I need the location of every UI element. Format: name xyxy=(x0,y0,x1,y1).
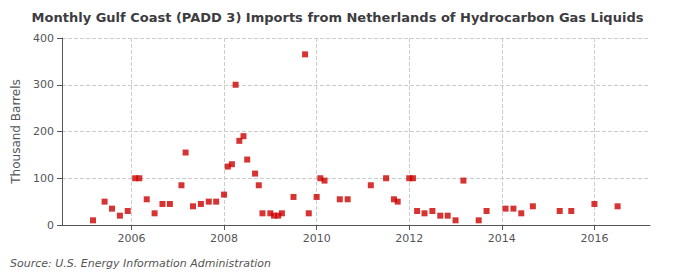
svg-text:2014: 2014 xyxy=(488,232,516,245)
svg-text:2012: 2012 xyxy=(395,232,423,245)
svg-text:2006: 2006 xyxy=(117,232,145,245)
svg-text:200: 200 xyxy=(33,125,54,138)
svg-text:0: 0 xyxy=(47,219,54,232)
svg-text:300: 300 xyxy=(33,78,54,91)
svg-text:2016: 2016 xyxy=(580,232,608,245)
svg-text:Monthly Gulf Coast (PADD 3) Im: Monthly Gulf Coast (PADD 3) Imports from… xyxy=(32,10,644,25)
svg-text:Source: U.S. Energy Informatio: Source: U.S. Energy Information Administ… xyxy=(10,257,271,270)
svg-text:2010: 2010 xyxy=(303,232,331,245)
svg-text:100: 100 xyxy=(33,172,54,185)
svg-text:Thousand Barrels: Thousand Barrels xyxy=(9,79,23,184)
svg-text:2008: 2008 xyxy=(210,232,238,245)
svg-text:400: 400 xyxy=(33,32,54,45)
